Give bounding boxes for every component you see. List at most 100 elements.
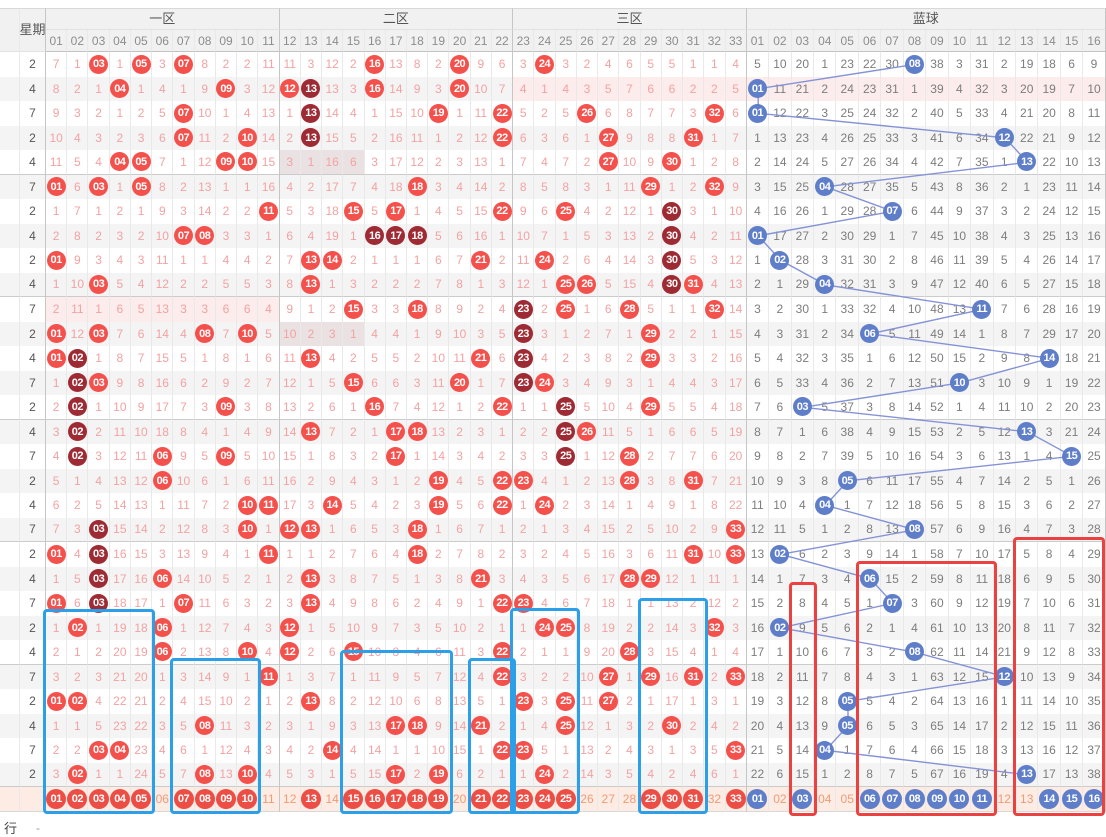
red-cell: 20 [598,640,620,665]
dark-red-ball: 23 [513,299,533,319]
red-cell: 3 [683,101,705,126]
red-ball: 29 [641,324,661,344]
red-cell: 22 [491,640,514,665]
red-cell: 1 [300,713,323,738]
red-cell: 24 [534,615,556,640]
red-cell: 3 [513,542,535,567]
blue-cell: 11 [747,493,770,518]
red-cell: 25 [556,199,577,224]
blue-cell: 5 [769,370,792,395]
red-ball: 12 [280,642,300,662]
blue-cell: 02 [769,615,792,640]
summary-red-ball: 21 [470,789,491,809]
blue-cell: 17 [971,713,994,738]
summary-blue-cell: 04 [814,787,837,812]
red-cell: 9 [725,174,747,199]
blue-cell: 20 [1083,321,1106,346]
blue-cell: 10 [881,444,904,469]
red-cell: 15 [343,370,365,395]
blue-cell: 4 [948,468,972,493]
blue-cell: 4 [792,493,815,518]
blue-cell: 35 [971,150,994,175]
red-cell: 1 [406,321,429,346]
red-cell: 24 [534,762,556,787]
red-cell: 8 [661,125,684,150]
blue-cell: 2 [746,272,770,297]
red-cell: 8 [322,689,344,714]
blue-col-label: 09 [926,30,949,52]
blue-cell: 8 [769,444,792,469]
red-cell: 11 [449,640,471,665]
red-ball: 26 [577,103,597,123]
blue-cell: 1 [814,517,837,542]
red-cell: 21 [470,713,492,738]
red-cell: 2 [619,517,641,542]
blue-cell: 3 [769,321,792,346]
weekday-cell: 2 [20,395,46,420]
red-cell: 5 [322,370,344,395]
summary-red-cell: 30 [661,787,684,812]
red-cell: 7 [152,150,174,175]
red-cell: 11 [152,248,174,273]
red-cell: 24 [534,52,556,77]
red-cell: 32 [704,297,726,322]
red-cell: 5 [598,76,620,101]
red-cell: 1 [130,76,153,101]
red-ball: 21 [471,348,491,368]
red-cell: 3 [365,297,386,322]
red-ball: 10 [237,642,257,662]
blue-cell: 6 [814,419,837,444]
red-cell: 9 [406,76,429,101]
red-cell: 13 [300,272,323,297]
blue-cell: 9 [1060,125,1084,150]
red-cell: 22 [492,591,514,616]
red-cell: 7 [67,199,89,224]
red-cell: 15 [343,297,365,322]
red-cell: 03 [88,321,110,346]
weekday-cell: 4 [20,223,46,248]
red-cell: 6 [661,76,684,101]
red-cell: 7 [385,395,407,420]
blue-cell: 14 [1038,346,1061,371]
red-cell: 23 [513,297,535,322]
issue-cell: 7 [0,664,20,689]
blue-cell: 7 [1060,76,1084,101]
red-cell: 02 [67,615,89,640]
blue-cell: 13 [769,125,792,150]
red-cell: 7 [173,762,195,787]
blue-cell: 2 [1061,493,1084,518]
red-cell: 1 [365,248,386,273]
red-cell: 3 [577,493,599,518]
red-cell: 7 [280,248,301,273]
weekday-column-header: 星期 [19,8,46,52]
red-cell: 11 [364,664,386,689]
red-cell: 10 [428,738,450,763]
blue-cell: 64 [926,689,949,714]
blue-cell: 13 [949,297,972,322]
red-cell: 9 [428,713,450,738]
blue-cell: 24 [1038,199,1061,224]
red-cell: 2 [301,738,323,763]
red-ball: 29 [641,569,661,589]
blue-cell: 1 [769,640,792,665]
red-cell: 3 [406,615,429,640]
red-cell: 1 [280,542,301,567]
red-cell: 2 [428,52,450,77]
blue-cell: 6 [904,199,927,224]
red-cell: 2 [279,125,301,150]
red-cell: 3 [279,713,301,738]
red-ball: 01 [46,324,66,344]
red-cell: 2 [364,272,386,297]
red-cell: 3 [258,615,280,640]
red-cell: 11 [471,101,492,126]
issue-cell: 1 [0,762,20,787]
red-cell: 4 [152,738,174,763]
red-cell: 2 [343,248,365,273]
red-cell: 3 [300,762,323,787]
summary-red-cell: 09 [215,787,238,812]
blue-cell: 8 [1038,542,1061,567]
red-cell: 2 [300,174,323,199]
blue-cell: 7 [1016,591,1039,616]
red-cell: 13 [577,738,599,763]
red-cell: 2 [67,493,89,518]
